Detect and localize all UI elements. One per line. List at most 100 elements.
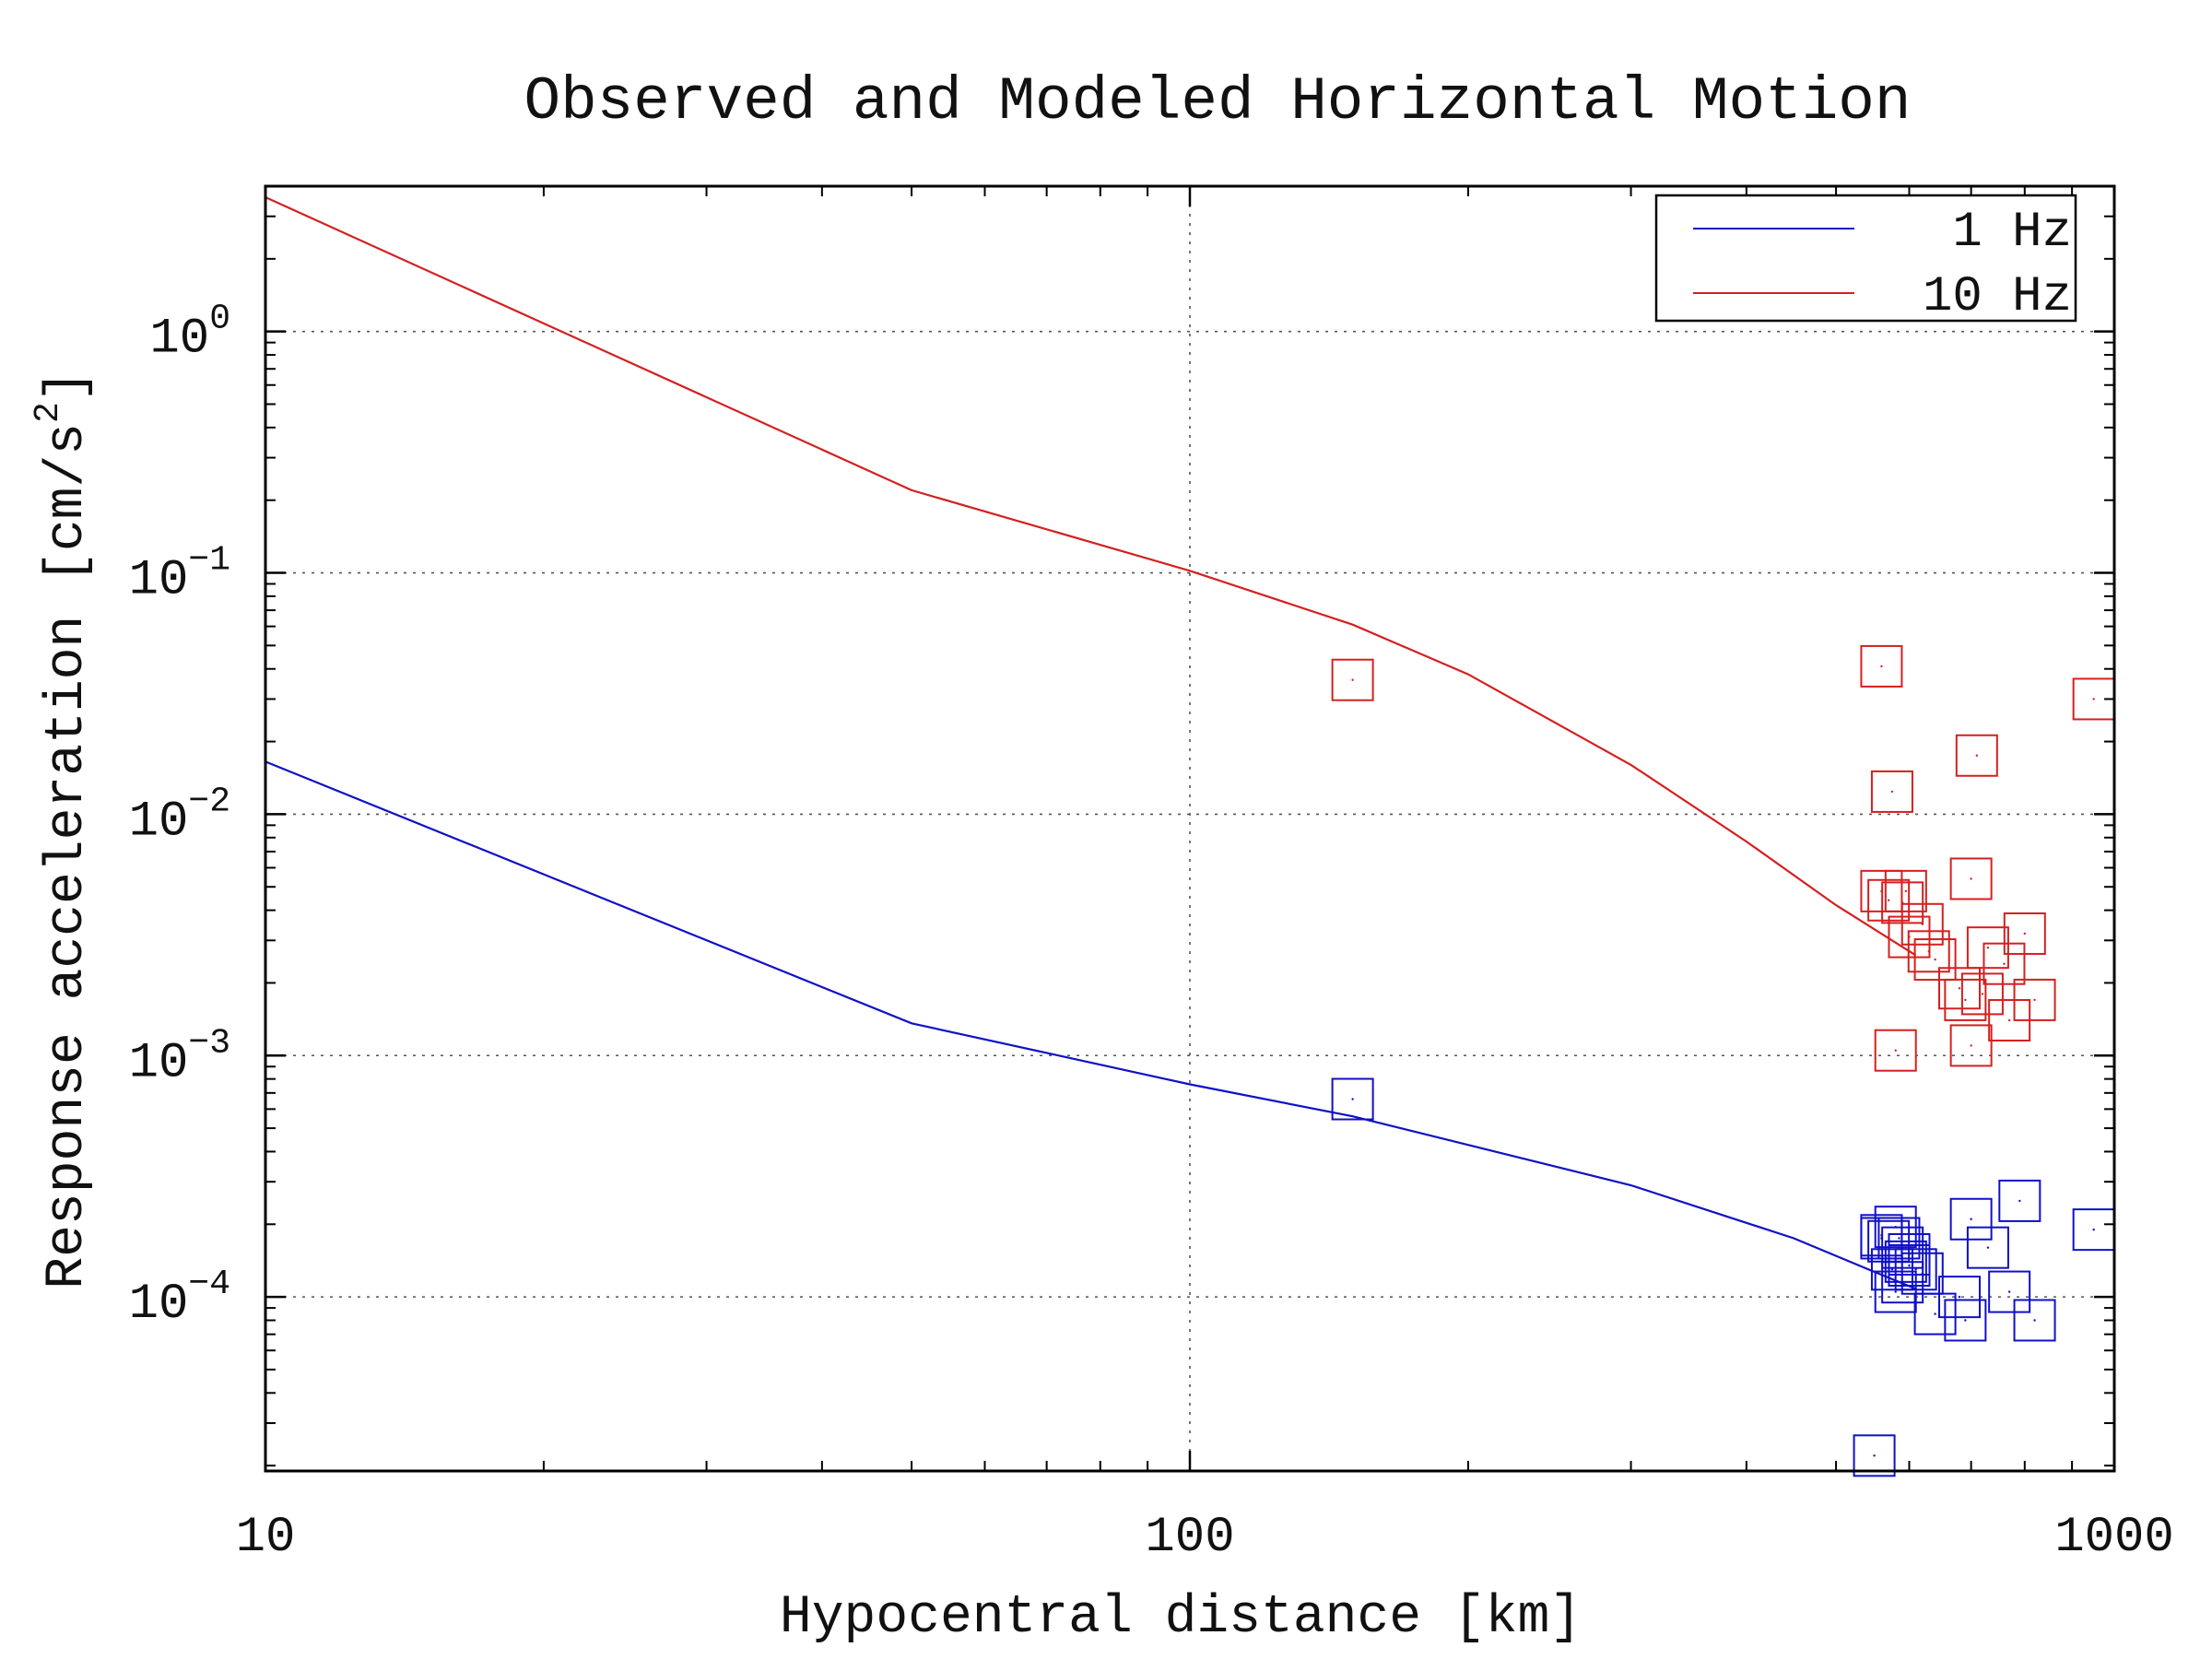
- observed-point-1hz: [1853, 1434, 1896, 1477]
- model-line-10hz: [265, 195, 1917, 957]
- y-axis-label-close: ]: [38, 370, 98, 402]
- observed-point-10hz: [1949, 857, 1993, 900]
- model-line-1hz: [265, 760, 1917, 1290]
- observed-point-center-10hz: [1927, 950, 1930, 953]
- observed-point-center-10hz: [1964, 998, 1967, 1002]
- observed-point-10hz: [2013, 978, 2056, 1021]
- observed-point-center-1hz: [2092, 1228, 2095, 1231]
- y-tick-label: 10−3: [129, 1023, 230, 1091]
- observed-point-10hz: [1870, 770, 1913, 813]
- observed-point-10hz: [1884, 869, 1927, 912]
- observed-point-center-10hz: [1890, 790, 1894, 794]
- observed-point-1hz: [1944, 1299, 1987, 1342]
- observed-point-center-1hz: [1914, 1268, 1917, 1271]
- observed-point-center-1hz: [1970, 1218, 1972, 1220]
- y-tick-label-base: 10: [149, 312, 209, 368]
- observed-point-center-10hz: [1970, 877, 1972, 880]
- observed-point-10hz: [1867, 878, 1911, 922]
- observed-point-center-10hz: [1981, 993, 1984, 995]
- observed-point-1hz: [1870, 1248, 1913, 1291]
- y-tick-label-exponent: −3: [188, 1023, 230, 1063]
- observed-point-center-10hz: [2092, 698, 2095, 700]
- chart-title: Observed and Modeled Horizontal Motion: [524, 67, 1911, 136]
- x-tick-label: 10: [236, 1510, 296, 1566]
- plot-background: [265, 186, 2114, 1471]
- observed-point-1hz: [1884, 1240, 1927, 1283]
- observed-point-10hz: [1955, 734, 1998, 777]
- y-tick-label: 10−1: [129, 541, 230, 609]
- observed-point-center-1hz: [1986, 1246, 1990, 1249]
- observed-point-center-1hz: [2007, 1290, 2011, 1293]
- observed-point-center-1hz: [1958, 1295, 1961, 1299]
- legend-box: [1654, 194, 2077, 323]
- observed-point-10hz: [1913, 938, 1957, 982]
- observed-point-center-1hz: [1921, 1272, 1924, 1275]
- observed-point-center-1hz: [1898, 1237, 1900, 1240]
- observed-point-10hz: [1938, 967, 1982, 1010]
- observed-point-center-1hz: [2033, 1319, 2036, 1322]
- y-tick-label-base: 10: [129, 794, 189, 850]
- observed-point-1hz: [2013, 1299, 2056, 1342]
- observed-point-center-10hz: [1887, 899, 1890, 901]
- observed-point-center-1hz: [2018, 1199, 2021, 1203]
- observed-point-center-1hz: [1873, 1454, 1876, 1457]
- observed-point-1hz: [1949, 1197, 1993, 1241]
- observed-point-10hz: [1966, 926, 2009, 970]
- x-axis-ticks: 10 100 1000: [236, 1510, 2174, 1566]
- observed-point-center-10hz: [1900, 901, 1904, 904]
- observed-point-center-10hz: [1986, 946, 1990, 949]
- observed-point-center-10hz: [2007, 1018, 2011, 1022]
- observed-point-center-10hz: [2023, 932, 2026, 935]
- observed-point-10hz: [1881, 881, 1924, 924]
- y-axis-label: Response acceleration [cm/s2]: [29, 370, 98, 1288]
- series-10hz: [265, 195, 2115, 1072]
- legend-label-10hz: 10 Hz: [1923, 269, 2072, 325]
- observed-point-center-1hz: [1900, 1246, 1904, 1249]
- observed-point-center-1hz: [1904, 1260, 1908, 1264]
- observed-point-1hz: [1938, 1276, 1982, 1319]
- series-1hz: [265, 760, 2115, 1477]
- x-axis-label: Hypocentral distance [km]: [780, 1588, 1582, 1648]
- observed-point-1hz: [1988, 1270, 2031, 1313]
- observed-point-center-10hz: [1880, 665, 1883, 668]
- y-axis-label-main: Response acceleration [cm/s: [38, 423, 98, 1289]
- observed-point-center-1hz: [1351, 1098, 1354, 1100]
- legend-label-1hz: 1 Hz: [1952, 205, 2072, 261]
- observed-point-10hz: [2003, 912, 2046, 955]
- x-tick-label: 100: [1145, 1510, 1234, 1566]
- y-tick-label-exponent: −4: [188, 1265, 230, 1304]
- y-tick-label-base: 10: [129, 1277, 189, 1333]
- observed-point-10hz: [1949, 1024, 1993, 1067]
- legend: 1 Hz 10 Hz: [1654, 194, 2077, 325]
- y-tick-label-base: 10: [129, 553, 189, 609]
- observed-point-center-10hz: [1975, 754, 1979, 757]
- plot-frame: [264, 184, 2116, 1473]
- observed-point-1hz: [1874, 1270, 1917, 1313]
- grid: [265, 186, 2114, 1471]
- observed-point-center-10hz: [2033, 998, 2036, 1002]
- observed-point-10hz: [1944, 978, 1987, 1021]
- observed-point-1hz: [1881, 1226, 1924, 1269]
- y-axis-label-superscript: 2: [29, 402, 68, 423]
- series-layer: [265, 195, 2115, 1477]
- observed-point-center-1hz: [1890, 1268, 1894, 1271]
- y-tick-label-exponent: 0: [209, 300, 230, 339]
- observed-point-1hz: [1966, 1226, 2009, 1269]
- observed-point-10hz: [1331, 658, 1374, 701]
- observed-point-center-10hz: [1934, 958, 1936, 961]
- observed-point-center-10hz: [1894, 1049, 1897, 1052]
- observed-point-1hz: [1331, 1077, 1374, 1121]
- observed-point-center-1hz: [1894, 1290, 1897, 1293]
- plot-area: [264, 184, 2116, 1477]
- y-tick-label-exponent: −1: [188, 541, 230, 581]
- observed-point-10hz: [1860, 644, 1903, 688]
- y-tick-label: 10−4: [129, 1265, 230, 1333]
- observed-point-center-10hz: [1970, 1044, 1972, 1047]
- observed-point-center-10hz: [1351, 678, 1354, 681]
- observed-point-center-1hz: [1908, 1264, 1911, 1267]
- y-tick-label: 100: [149, 300, 230, 368]
- x-tick-label: 1000: [2054, 1510, 2174, 1566]
- y-tick-label: 10−2: [129, 782, 230, 850]
